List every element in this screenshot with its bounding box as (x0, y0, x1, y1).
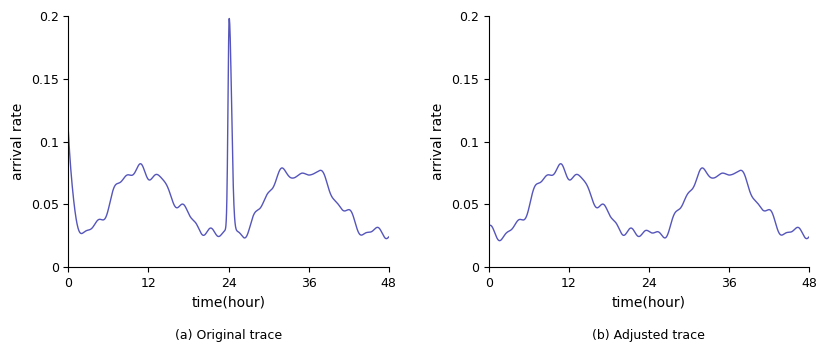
Y-axis label: arrival rate: arrival rate (11, 103, 25, 180)
Title: (a) Original trace: (a) Original trace (174, 329, 282, 342)
X-axis label: time(hour): time(hour) (191, 295, 265, 309)
Title: (b) Adjusted trace: (b) Adjusted trace (591, 329, 705, 342)
Y-axis label: arrival rate: arrival rate (431, 103, 445, 180)
X-axis label: time(hour): time(hour) (611, 295, 685, 309)
